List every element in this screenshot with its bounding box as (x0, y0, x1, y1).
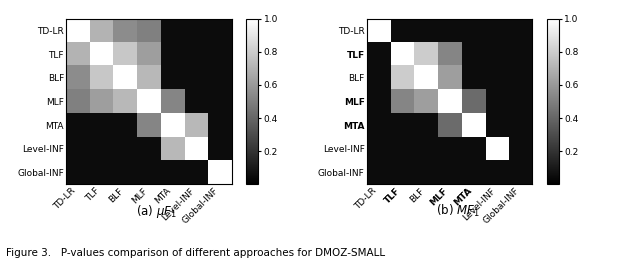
Text: (b) $MF_1$: (b) $MF_1$ (436, 203, 479, 219)
Text: Figure 3.   P-values comparison of different approaches for DMOZ-SMALL: Figure 3. P-values comparison of differe… (6, 248, 385, 258)
Text: (a) $\mu F_1$: (a) $\mu F_1$ (136, 203, 177, 220)
